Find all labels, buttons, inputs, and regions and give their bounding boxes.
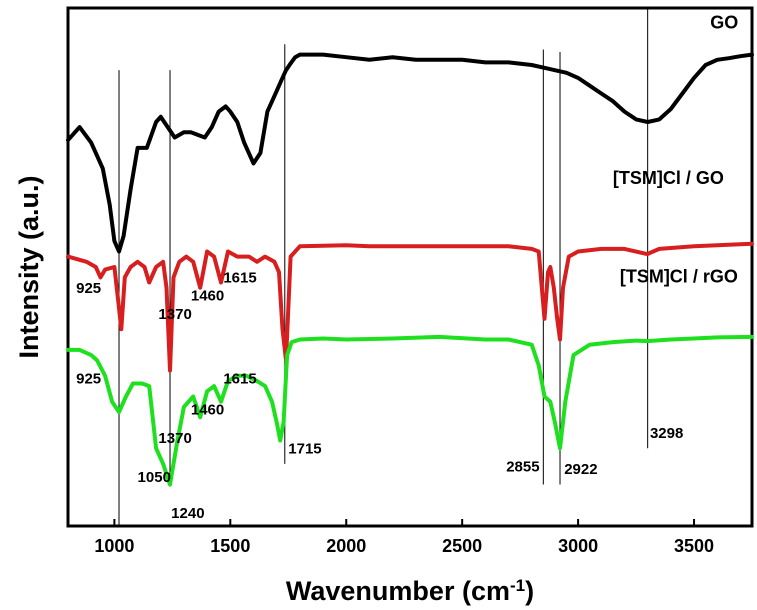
x-tick-label-3: 2500 [442,536,482,556]
x-tick-label-4: 3000 [558,536,598,556]
peak-annotations: 9251370146016159251050137014601615171512… [76,270,683,523]
x-tick-label-1: 1500 [210,536,250,556]
peak-label-8: 1615 [223,371,256,388]
series-line-0 [66,52,754,254]
series-label-2: [TSM]Cl / rGO [620,267,738,287]
y-axis-title: Intensity (a.u.) [14,175,44,358]
peak-label-1: 1370 [158,306,191,323]
x-tick-label-2: 2000 [326,536,366,556]
plot-frame [66,6,754,528]
peak-label-9: 1715 [288,440,321,457]
x-axis-title-superscript: -1 [510,576,525,595]
series-label-0: GO [710,13,738,33]
peak-label-3: 1615 [223,270,256,287]
x-axis-title-close: ) [525,576,534,606]
peak-label-0: 925 [76,280,101,297]
peak-label-10: 1240 [171,505,204,522]
series-label-1: [TSM]Cl / GO [613,168,724,188]
peak-label-12: 2922 [564,461,597,478]
peak-label-5: 1050 [138,469,171,486]
peak-label-4: 925 [76,371,101,388]
series-lines [66,52,754,487]
series-labels: GO [TSM]Cl / GO [TSM]Cl / rGO [613,13,738,287]
x-ticks: 1000 1500 2000 2500 3000 3500 [94,519,714,556]
peak-label-7: 1460 [191,402,224,419]
peak-label-2: 1460 [191,288,224,305]
x-axis-title-main: Wavenumber (cm [286,576,510,606]
x-tick-label-5: 3500 [674,536,714,556]
x-axis-title: Wavenumber (cm-1) [286,576,534,607]
x-tick-label-0: 1000 [94,536,134,556]
series-line-1 [66,241,754,373]
peak-label-11: 2855 [506,459,539,476]
series-line-2 [66,334,754,487]
peak-label-13: 3298 [650,425,683,442]
peak-label-6: 1370 [158,430,191,447]
